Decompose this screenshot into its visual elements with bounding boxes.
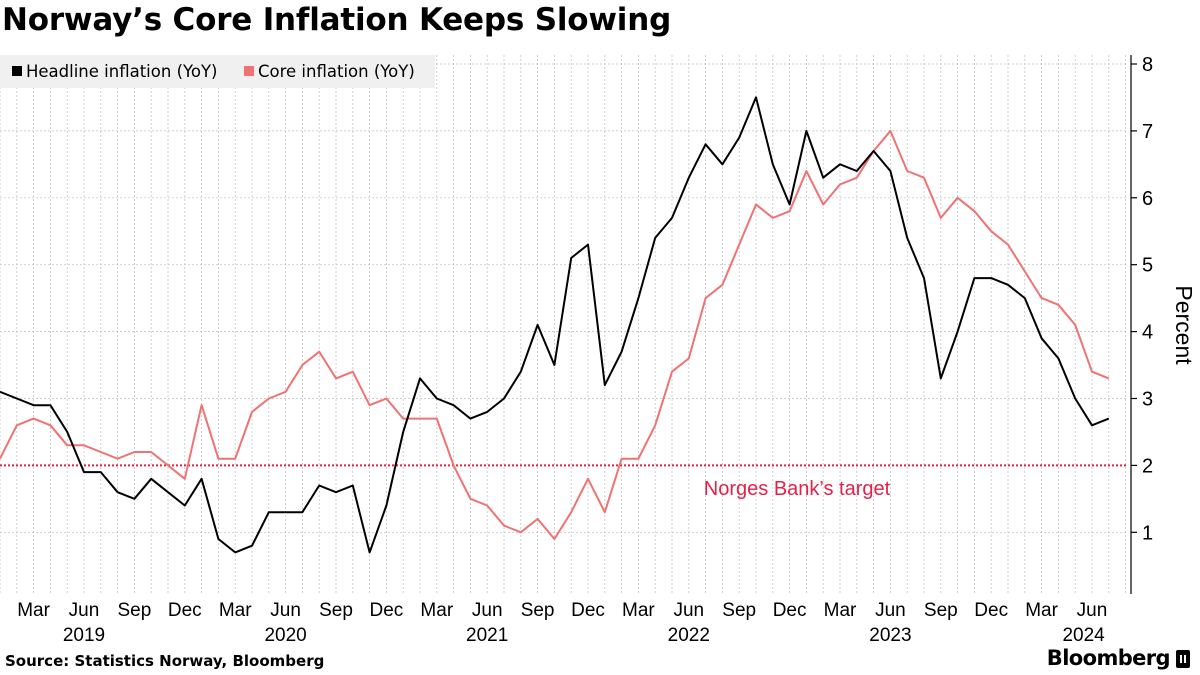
x-tick-label: Jun xyxy=(270,600,301,621)
x-tick-label: Dec xyxy=(571,600,605,621)
y-tick-label: 6 xyxy=(1142,188,1153,210)
x-tick-label: Dec xyxy=(974,600,1008,621)
x-tick-label: Jun xyxy=(472,600,503,621)
legend-background xyxy=(0,55,435,88)
legend-label-headline: Headline inflation (YoY) xyxy=(26,62,218,81)
x-year-label: 2022 xyxy=(668,625,710,646)
x-year-label: 2019 xyxy=(63,625,105,646)
x-tick-label: Jun xyxy=(69,600,100,621)
x-tick-label: Dec xyxy=(773,600,807,621)
y-tick-label: 4 xyxy=(1142,322,1153,344)
chart-title: Norway’s Core Inflation Keeps Slowing xyxy=(2,2,672,38)
x-tick-label: Mar xyxy=(219,600,252,621)
x-tick-label: Mar xyxy=(824,600,857,621)
brand-name: Bloomberg xyxy=(1046,646,1171,670)
x-year-label: 2021 xyxy=(466,625,508,646)
x-tick-label: Mar xyxy=(17,600,50,621)
series-lines xyxy=(0,96,1110,554)
x-tick-label: Sep xyxy=(319,600,353,621)
x-tick-label: Sep xyxy=(722,600,756,621)
x-year-label: 2020 xyxy=(264,625,306,646)
x-tick-label: Dec xyxy=(168,600,202,621)
x-year-label: 2024 xyxy=(1062,625,1105,646)
y-tick-label: 3 xyxy=(1142,389,1153,411)
x-tick-label: Jun xyxy=(1077,600,1108,621)
bloomberg-terminal-icon xyxy=(1176,650,1190,668)
axes: 1 2 3 4 5 6 7 8 Percent Mar Jun Sep Dec Mar Jun Sep Dec M… xyxy=(17,54,1197,646)
grid-lines xyxy=(0,55,1128,594)
x-tick-label: Jun xyxy=(875,600,906,621)
x-tick-label: Mar xyxy=(622,600,655,621)
x-tick-label: Mar xyxy=(1025,600,1058,621)
x-tick-label: Jun xyxy=(673,600,704,621)
x-tick-label: Sep xyxy=(117,600,151,621)
target-label: Norges Bank’s target xyxy=(704,478,891,500)
legend: Headline inflation (YoY) Core inflation (… xyxy=(0,55,435,88)
bloomberg-logo: Bloomberg xyxy=(1047,646,1190,670)
target-line-group: Norges Bank’s target xyxy=(0,464,1128,500)
x-tick-label: Sep xyxy=(521,600,555,621)
legend-swatch-core xyxy=(244,66,254,76)
legend-label-core: Core inflation (YoY) xyxy=(258,62,415,81)
y-tick-label: 8 xyxy=(1142,54,1153,76)
core-inflation-line xyxy=(0,129,1110,540)
headline-inflation-line xyxy=(0,96,1110,554)
y-tick-label: 7 xyxy=(1142,121,1153,143)
legend-swatch-headline xyxy=(12,66,22,76)
y-tick-label: 5 xyxy=(1142,255,1153,277)
x-tick-label: Dec xyxy=(370,600,404,621)
x-tick-label: Sep xyxy=(924,600,958,621)
source-note: Source: Statistics Norway, Bloomberg xyxy=(5,652,325,670)
y-tick-label: 2 xyxy=(1142,455,1153,477)
y-tick-label: 1 xyxy=(1142,522,1153,544)
x-tick-label: Mar xyxy=(420,600,453,621)
x-year-label: 2023 xyxy=(869,625,911,646)
y-axis-title: Percent xyxy=(1171,285,1197,365)
